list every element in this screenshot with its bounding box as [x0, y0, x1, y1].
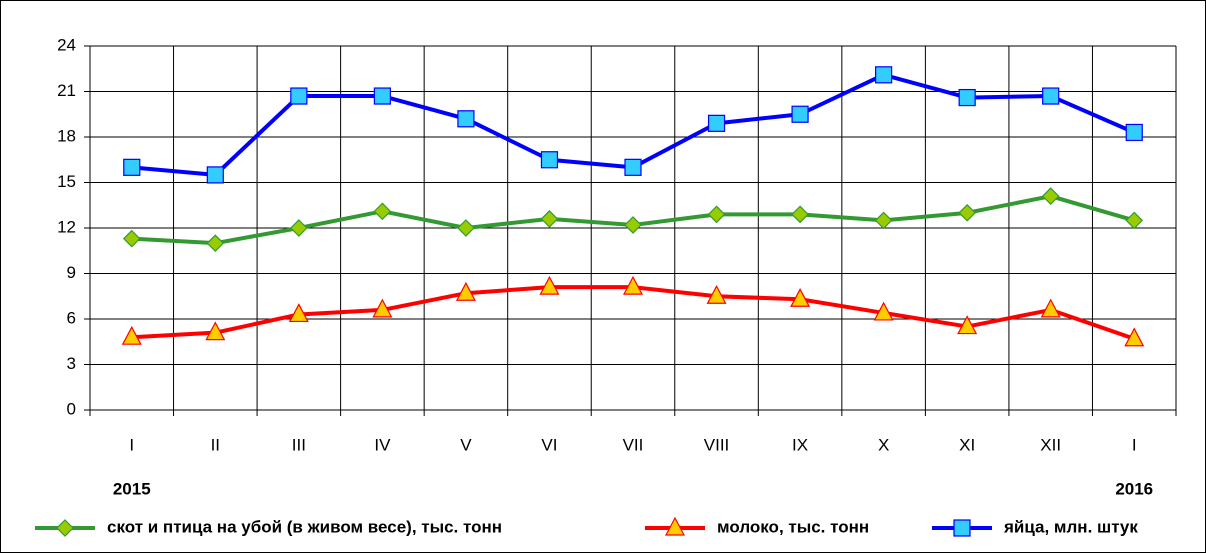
y-tick-label: 3 — [67, 354, 76, 373]
marker — [373, 202, 392, 221]
y-tick-label: 6 — [67, 308, 76, 327]
marker — [1040, 298, 1061, 318]
legend-label: молоко, тыс. тонн — [717, 517, 869, 536]
legend-label: яйца, млн. штук — [1003, 517, 1138, 536]
marker — [540, 151, 559, 169]
x-tick-label: II — [211, 435, 220, 454]
marker — [624, 158, 642, 176]
marker — [457, 110, 475, 128]
marker — [1125, 211, 1144, 230]
marker — [457, 219, 475, 237]
x-tick-label: VII — [623, 435, 644, 454]
y-tick-label: 0 — [67, 399, 76, 418]
x-tick-label: I — [129, 435, 134, 454]
legend-marker — [953, 519, 971, 537]
marker — [791, 105, 809, 123]
marker — [791, 205, 809, 224]
marker — [706, 284, 727, 304]
year-label: 2015 — [113, 479, 151, 498]
marker — [957, 315, 978, 335]
y-tick-label: 9 — [67, 263, 76, 282]
legend-marker — [56, 519, 74, 537]
marker — [122, 229, 141, 248]
x-tick-label: XI — [959, 435, 975, 454]
legend-marker — [665, 516, 685, 536]
x-tick-label: VI — [541, 435, 557, 454]
marker — [205, 321, 226, 341]
y-tick-label: 21 — [57, 81, 76, 100]
y-tick-label: 24 — [57, 35, 76, 54]
x-tick-label: VIII — [704, 435, 730, 454]
y-tick-label: 12 — [57, 217, 76, 236]
year-label: 2016 — [1115, 479, 1153, 498]
marker — [290, 87, 308, 105]
marker — [874, 211, 893, 230]
x-tick-label: I — [1132, 435, 1137, 454]
marker — [958, 88, 976, 107]
marker — [623, 275, 643, 295]
marker — [873, 301, 894, 321]
marker — [289, 219, 308, 237]
marker — [372, 298, 393, 318]
marker — [790, 288, 811, 307]
marker — [1042, 87, 1060, 105]
marker — [540, 210, 559, 228]
marker — [123, 158, 141, 176]
x-tick-label: IV — [374, 435, 391, 454]
legend-label: скот и птица на убой (в живом весе), тыс… — [107, 517, 502, 536]
marker — [958, 203, 977, 222]
x-tick-label: XII — [1040, 435, 1061, 454]
marker — [1124, 327, 1145, 347]
x-tick-label: X — [878, 435, 889, 454]
marker — [121, 325, 142, 345]
marker — [1125, 123, 1143, 142]
marker — [288, 303, 309, 323]
marker — [455, 281, 476, 301]
marker — [624, 216, 642, 234]
x-tick-label: IX — [792, 435, 808, 454]
x-tick-label: III — [292, 435, 306, 454]
y-tick-label: 18 — [57, 126, 76, 145]
marker — [875, 66, 893, 84]
marker — [1041, 187, 1060, 205]
marker — [707, 114, 726, 132]
marker — [206, 234, 225, 253]
y-tick-label: 15 — [57, 172, 76, 191]
marker — [373, 87, 391, 105]
marker — [707, 205, 726, 224]
marker — [206, 166, 224, 184]
x-tick-label: V — [460, 435, 472, 454]
marker — [539, 275, 560, 295]
